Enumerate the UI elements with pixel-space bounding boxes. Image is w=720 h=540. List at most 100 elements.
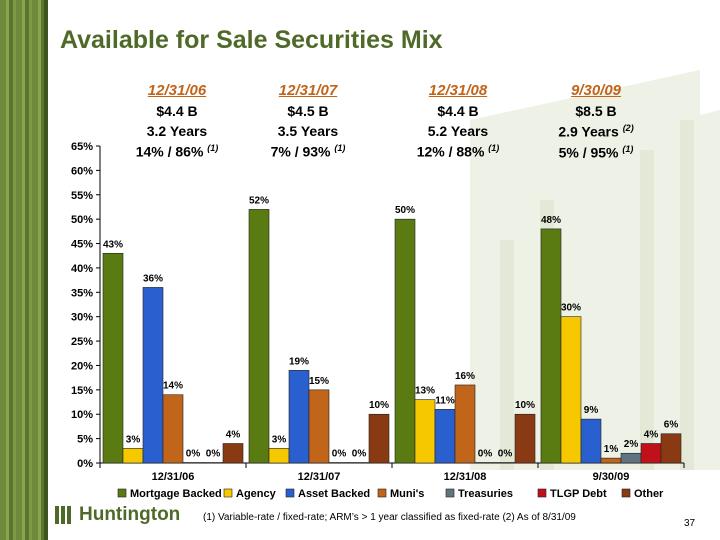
data-label: 15% xyxy=(309,376,329,387)
data-label: 10% xyxy=(369,400,389,411)
legend-swatch xyxy=(117,488,127,498)
legend-label: Mortgage Backed xyxy=(130,488,222,500)
legend-swatch xyxy=(537,488,547,498)
period-duration: 5.2 Years xyxy=(427,123,489,139)
data-label: 19% xyxy=(289,356,309,367)
y-tick-label: 15% xyxy=(71,385,93,397)
data-label: 10% xyxy=(515,400,535,411)
data-label: 3% xyxy=(126,434,141,445)
bar xyxy=(660,433,682,464)
y-tick-label: 10% xyxy=(71,409,93,421)
legend-swatch xyxy=(377,488,387,498)
period-mix: 12% / 88% xyxy=(416,143,485,160)
data-label: 30% xyxy=(561,303,581,314)
bar xyxy=(640,443,662,464)
bar xyxy=(288,370,310,464)
data-label: 0% xyxy=(332,449,347,460)
data-label: 52% xyxy=(249,195,269,206)
y-tick-label: 0% xyxy=(77,458,93,470)
period-summary-2006: 12/31/06 $4.4 B 3.2 Years 14% / 86% (1) xyxy=(112,82,242,164)
bar xyxy=(414,399,436,464)
data-label: 48% xyxy=(541,215,561,226)
x-tick-label: 12/31/06 xyxy=(152,471,195,483)
data-label: 0% xyxy=(186,449,201,460)
bar xyxy=(454,384,476,464)
bar xyxy=(580,418,602,464)
huntington-logo-icon xyxy=(55,506,73,524)
data-label: 4% xyxy=(226,429,241,440)
data-label: 6% xyxy=(664,420,679,431)
footnote-marker: (1) xyxy=(334,143,346,153)
legend-label: Agency xyxy=(236,488,277,500)
data-label: 50% xyxy=(395,205,415,216)
data-label: 14% xyxy=(163,381,183,392)
bar xyxy=(394,218,416,464)
period-summary-2007: 12/31/07 $4.5 B 3.5 Years 7% / 93% (1) xyxy=(243,82,373,164)
data-label: 0% xyxy=(498,449,513,460)
footnote: (1) Variable-rate / fixed-rate; ARM’s > … xyxy=(203,512,576,523)
bar xyxy=(620,452,642,464)
page-title: Available for Sale Securities Mix xyxy=(60,26,443,54)
legend-swatch xyxy=(621,488,631,498)
period-summary-2008: 12/31/08 $4.4 B 5.2 Years 12% / 88% (1) xyxy=(393,82,523,164)
legend-label: Muni's xyxy=(390,488,424,500)
y-tick-label: 60% xyxy=(71,165,93,177)
legend-label: Other xyxy=(634,488,664,500)
period-summary-2009: 9/30/09 $8.5 B 2.9 Years (2) 5% / 95% (1… xyxy=(531,82,661,164)
period-balance: $4.4 B xyxy=(437,103,479,119)
data-label: 0% xyxy=(478,449,493,460)
footnote-marker: (1) xyxy=(207,143,219,153)
page-number: 37 xyxy=(684,518,696,529)
x-tick-label: 9/30/09 xyxy=(593,471,630,483)
period-date: 12/31/08 xyxy=(428,82,488,99)
bar xyxy=(348,462,370,464)
bar xyxy=(474,462,496,464)
period-balance: $8.5 B xyxy=(575,103,617,119)
legend-label: Asset Backed xyxy=(298,488,370,500)
bar xyxy=(308,389,330,464)
bar xyxy=(560,316,582,464)
bar xyxy=(142,287,164,464)
data-label: 9% xyxy=(584,405,599,416)
data-label: 36% xyxy=(143,273,163,284)
legend-label: TLGP Debt xyxy=(550,488,607,500)
period-balance: $4.5 B xyxy=(287,103,329,119)
y-tick-label: 25% xyxy=(71,336,93,348)
bar xyxy=(368,413,390,464)
bar xyxy=(494,462,516,464)
data-label: 2% xyxy=(624,439,639,450)
period-mix: 14% / 86% xyxy=(135,143,204,160)
bar xyxy=(182,462,204,464)
data-label: 11% xyxy=(435,395,455,406)
footnote-marker: (1) xyxy=(488,143,500,153)
period-date: 9/30/09 xyxy=(570,82,622,99)
x-tick-label: 12/31/07 xyxy=(298,471,341,483)
decorative-sidebar xyxy=(0,0,44,540)
data-label: 16% xyxy=(455,371,475,382)
bar xyxy=(102,252,124,464)
data-label: 3% xyxy=(272,434,287,445)
sidebar-edge xyxy=(44,0,48,540)
y-tick-label: 55% xyxy=(71,190,93,202)
bar xyxy=(248,209,270,464)
logo-text: Huntington xyxy=(79,504,181,525)
y-tick-label: 40% xyxy=(71,263,93,275)
data-label: 0% xyxy=(352,449,367,460)
legend-swatch xyxy=(445,488,455,498)
bar xyxy=(514,413,536,464)
period-date: 12/31/07 xyxy=(278,82,338,99)
bar xyxy=(222,443,244,464)
bar xyxy=(600,457,622,464)
data-label: 1% xyxy=(604,444,619,455)
legend-swatch xyxy=(285,488,295,498)
period-duration: 3.2 Years xyxy=(146,123,208,139)
legend-label: Treasuries xyxy=(458,488,513,500)
period-duration: 2.9 Years xyxy=(558,123,619,140)
y-tick-label: 20% xyxy=(71,360,93,372)
period-duration: 3.5 Years xyxy=(277,123,339,139)
bar xyxy=(268,448,290,464)
period-mix: 7% / 93% xyxy=(270,143,331,160)
data-label: 13% xyxy=(415,386,435,397)
